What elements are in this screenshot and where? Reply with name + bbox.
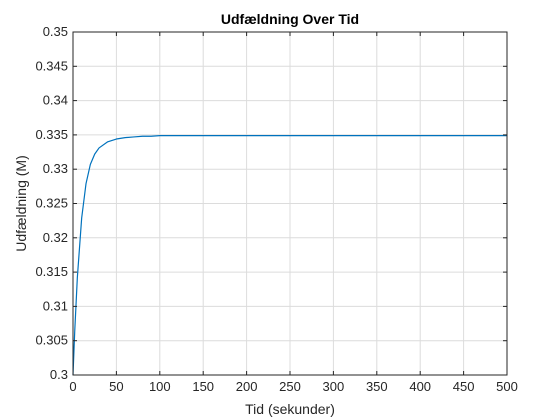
x-tick-label: 350 (366, 379, 388, 394)
y-tick-label: 0.35 (43, 24, 68, 39)
y-tick-label: 0.33 (43, 161, 68, 176)
x-tick-label: 100 (149, 379, 171, 394)
y-tick-label: 0.3 (50, 367, 68, 382)
x-tick-label: 50 (109, 379, 123, 394)
gridlines (73, 32, 507, 375)
x-tick-label: 300 (323, 379, 345, 394)
y-tick-label: 0.345 (35, 58, 68, 73)
y-tick-label: 0.32 (43, 230, 68, 245)
y-tick-label: 0.325 (35, 196, 68, 211)
y-tick-label: 0.315 (35, 264, 68, 279)
y-tick-label: 0.31 (43, 298, 68, 313)
x-tick-label: 200 (236, 379, 258, 394)
x-tick-label: 0 (69, 379, 76, 394)
y-tick-label: 0.34 (43, 93, 68, 108)
x-tick-label: 400 (409, 379, 431, 394)
y-axis-label: Udfældning (M) (13, 155, 29, 251)
series-group (72, 134, 507, 376)
x-tick-label: 500 (496, 379, 518, 394)
y-tick-label: 0.305 (35, 333, 68, 348)
x-axis-label: Tid (sekunder) (245, 401, 335, 417)
chart-title: Udfældning Over Tid (221, 11, 359, 27)
ticks: 0 50 100 150 200 250 300 350 400 450 500 0.3 0.305 0.… (35, 24, 517, 394)
x-tick-label: 150 (192, 379, 214, 394)
x-tick-label: 250 (279, 379, 301, 394)
series-line (72, 134, 507, 376)
x-tick-label: 450 (453, 379, 475, 394)
y-tick-label: 0.335 (35, 127, 68, 142)
